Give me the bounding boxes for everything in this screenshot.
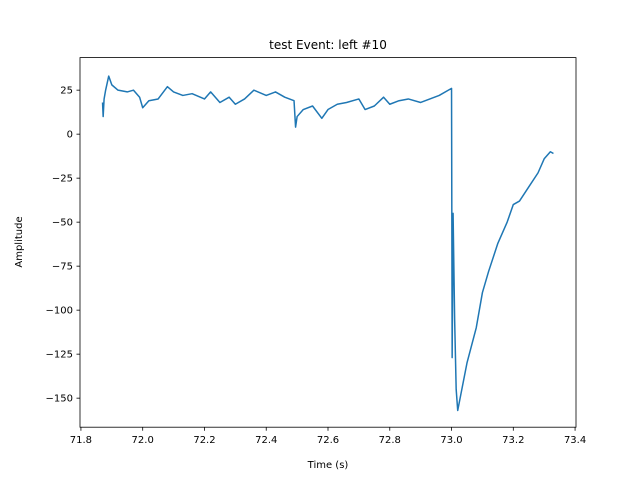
y-tick-label: −125 (46, 350, 73, 361)
x-axis-label: Time (s) (307, 460, 349, 471)
x-tick-label: 73.2 (502, 435, 524, 446)
y-axis-label: Amplitude (14, 216, 25, 267)
x-tick-label: 72.0 (132, 435, 154, 446)
y-tick-label: −150 (46, 394, 73, 405)
y-tick-label: −100 (46, 306, 73, 317)
x-tick-label: 71.8 (70, 435, 92, 446)
y-tick-label: 25 (60, 86, 73, 97)
x-tick-label: 72.8 (379, 435, 401, 446)
x-tick-label: 72.2 (193, 435, 215, 446)
chart-title: test Event: left #10 (269, 38, 387, 52)
y-tick-label: −25 (52, 174, 73, 185)
y-tick-label: 0 (67, 130, 73, 141)
y-tick-label: −75 (52, 262, 73, 273)
x-tick-label: 73.4 (564, 435, 586, 446)
data-line (101, 75, 554, 412)
x-tick-label: 72.6 (317, 435, 339, 446)
x-tick-label: 72.4 (255, 435, 277, 446)
y-tick-label: −50 (52, 218, 73, 229)
plot-frame (79, 57, 577, 428)
x-tick-label: 73.0 (440, 435, 462, 446)
